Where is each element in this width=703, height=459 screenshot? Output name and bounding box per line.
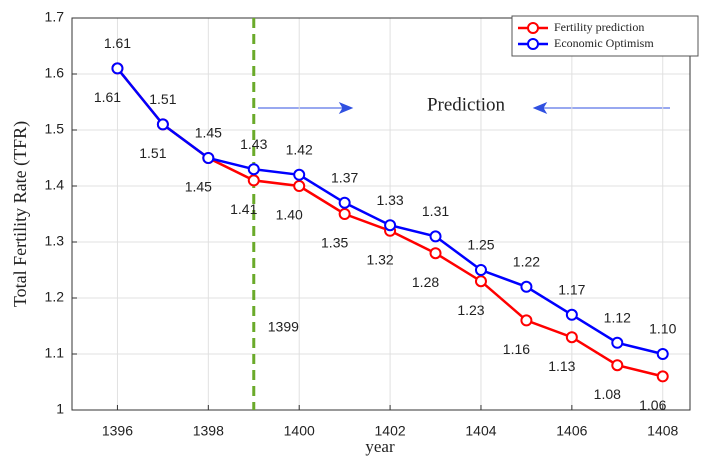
x-tick-label: 1400 (284, 423, 315, 439)
data-label: 1.16 (503, 341, 530, 357)
data-label: 1.61 (104, 35, 131, 51)
point (202, 152, 215, 164)
point (247, 174, 260, 187)
plot-frame (71, 17, 691, 411)
y-tick-label: 1.3 (45, 233, 65, 249)
data-label: 1.12 (604, 310, 631, 326)
data-label: 1.25 (467, 237, 494, 253)
point (429, 247, 442, 260)
data-label: 1.51 (139, 145, 166, 161)
point (429, 230, 442, 243)
data-label: 1.61 (94, 89, 121, 105)
point (565, 308, 578, 321)
x-axis-label: year (365, 437, 395, 456)
point (474, 275, 487, 288)
point (611, 336, 624, 349)
data-label: 1.08 (594, 386, 621, 402)
data-label: 1.37 (331, 170, 358, 186)
point (338, 208, 351, 220)
y-tick-label: 1.7 (45, 9, 65, 25)
data-label: 1.10 (649, 321, 676, 337)
x-tick-label: 1408 (647, 423, 678, 439)
point (111, 62, 124, 75)
point (293, 168, 306, 181)
point (611, 359, 624, 372)
data-label: 1.06 (639, 397, 666, 413)
x-tick-label: 1398 (193, 423, 224, 439)
point (474, 264, 487, 276)
data-label: 1.40 (276, 207, 303, 223)
x-tick-label: 1402 (375, 423, 406, 439)
y-tick-label: 1.2 (45, 289, 65, 305)
data-label: 1.31 (422, 203, 449, 219)
data-label: 1.35 (321, 235, 348, 251)
y-axis-label: Total Fertility Rate (TFR) (10, 121, 31, 307)
data-label: 1.42 (286, 142, 313, 158)
data-label: 1.23 (457, 302, 484, 318)
y-tick-label: 1.1 (45, 345, 65, 361)
x-tick-label: 1404 (465, 423, 496, 439)
legend-marker (527, 22, 539, 34)
y-tick-label: 1.6 (45, 65, 65, 81)
legend-box (511, 15, 699, 57)
point (520, 280, 533, 293)
point (656, 348, 669, 360)
legend-marker (527, 38, 539, 50)
annotation: Prediction (427, 94, 506, 115)
point (247, 163, 260, 176)
legend-label: Fertility prediction (554, 20, 644, 34)
data-label: 1.32 (366, 252, 393, 268)
data-label: 1.43 (240, 136, 267, 152)
data-label: 1.45 (185, 179, 212, 195)
legend-label: Economic Optimism (554, 36, 654, 50)
data-label: 1.33 (376, 192, 403, 208)
x-tick-label: 1406 (556, 423, 587, 439)
y-tick-label: 1 (56, 401, 64, 417)
data-label: 1.22 (513, 254, 540, 270)
data-label: 1.41 (230, 201, 257, 217)
point (384, 219, 397, 232)
data-label: 1.13 (548, 358, 575, 374)
prediction-arrows (258, 101, 670, 115)
point (338, 196, 351, 209)
data-label: 1.28 (412, 274, 439, 290)
point (293, 180, 306, 192)
y-tick-label: 1.5 (45, 121, 65, 137)
point (565, 331, 578, 344)
point (156, 118, 169, 131)
x-tick-label: 1396 (102, 423, 133, 439)
point (520, 314, 533, 327)
point (656, 370, 669, 383)
data-label: 1.51 (149, 91, 176, 107)
y-tick-label: 1.4 (45, 177, 65, 193)
data-label: 1.45 (195, 125, 222, 141)
data-label: 1.17 (558, 282, 585, 298)
divider-label: 1399 (268, 319, 299, 335)
